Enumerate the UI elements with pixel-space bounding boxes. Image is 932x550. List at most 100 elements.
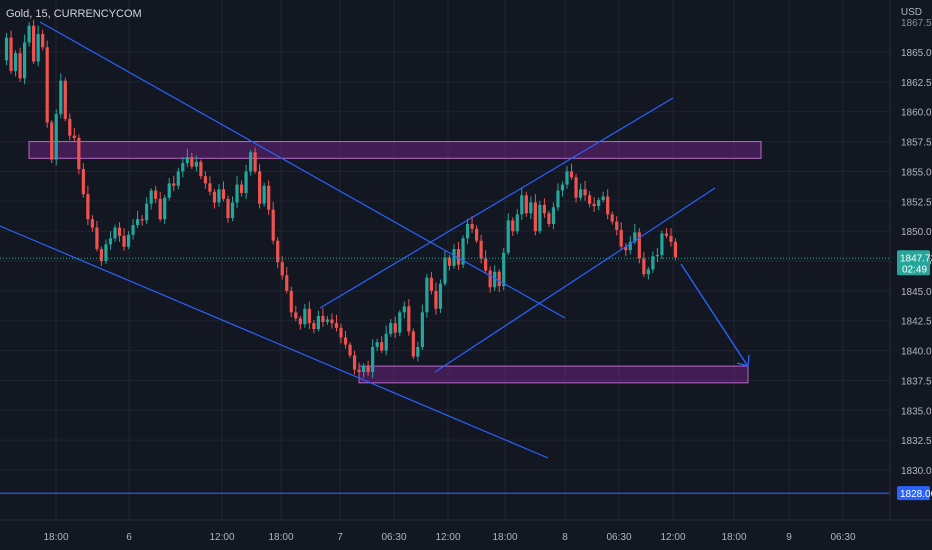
candle-body [660,233,664,256]
candle-body [348,344,352,356]
time-tick-label: 06:30 [606,532,631,543]
candle-body [610,214,614,222]
price-tick-label: 1832.50 [901,436,932,447]
candle-body [185,157,189,164]
candle-body [149,190,153,204]
candle-body [624,246,628,251]
candle-body [50,122,54,160]
candle-body [95,227,99,250]
candle-body [9,37,13,72]
candle-body [389,323,393,334]
candle-body [108,238,113,245]
candle-body [126,234,131,247]
candle-body [289,290,293,313]
candle-body [194,161,198,167]
candle-body [547,213,551,224]
candle-body [438,283,443,309]
candle-body [312,323,316,330]
zones [28,141,762,384]
candle-body [239,184,244,193]
candle-body [425,277,429,313]
candle-body [18,53,22,79]
candle-body [484,258,488,271]
candle-body [122,235,126,247]
candle-body [664,233,669,236]
candle-body [321,315,325,322]
candle-body [515,214,519,232]
candle-body [551,207,556,224]
candle-body [226,198,230,219]
candle-body [488,270,492,288]
candle-body [13,53,18,72]
candle-body [565,171,569,185]
current-price-label: 1847.73 [900,253,932,264]
price-tick-label: 1862.50 [901,78,932,89]
candle-body [4,37,9,61]
price-tick-label: 1850.00 [901,227,932,238]
time-tick-label: 18:00 [43,532,68,543]
candle-body [506,220,510,253]
candle-body [298,318,302,325]
candle-body [41,34,45,48]
countdown-label: 02:49 [902,264,927,275]
price-axis[interactable]: 1867.50 1865.00 1862.50 1860.00 1857.50 1855.… [889,0,932,520]
candle-body [524,195,528,214]
candle-body [475,228,479,241]
candle-body [420,312,424,347]
candle-body [597,200,601,207]
candle-body [36,34,40,62]
time-tick-label: 12:00 [209,532,234,543]
candle-body [86,194,90,220]
candle-body [529,202,533,214]
price-tick-label: 1842.50 [901,317,932,328]
candle-body [470,223,474,229]
candle-body [560,184,565,191]
candle-body [452,249,456,266]
candle-body [642,258,646,275]
time-axis[interactable]: 18:00 6 12:00 18:00 7 06:30 12:00 18:00 8 06:30 12… [0,519,932,543]
candle-body [117,227,122,236]
candle-body [357,369,361,373]
candles [4,19,678,379]
candle-body [217,189,221,203]
candle-body [208,183,212,192]
horizontal-line-price-label: 1828.06 [900,489,932,500]
candle-body [583,189,587,196]
candle-body [384,333,388,351]
candle-body [461,238,465,265]
candle-body [493,271,497,288]
candle-body [176,171,180,186]
projection-arrow-head [736,354,750,367]
candle-body [131,225,135,235]
candle-body [81,169,85,195]
candle-body [181,163,185,172]
horizontal-line-badge [897,486,930,501]
candle-body [235,184,239,203]
downtrend-channel-lower [0,225,549,459]
time-tick-label: 12:00 [660,532,685,543]
candle-body [77,137,81,170]
candle-body [673,241,678,258]
candle-body [569,171,574,178]
candle-body [588,195,592,204]
candle-body [398,312,402,333]
uptrend-channel-lower [434,187,716,373]
candle-body [393,323,397,333]
candle-body [375,342,379,347]
candle-body [592,203,596,207]
candle-body [294,312,298,319]
candle-body [538,204,542,232]
candle-body [402,306,406,313]
candle-body [68,118,72,136]
candle-body [221,189,226,199]
candle-body [104,244,108,261]
candle-body [23,42,27,79]
candle-body [136,219,140,226]
candle-body [497,271,501,287]
time-tick-label: 8 [562,532,568,543]
candle-body [655,255,659,257]
candle-body [307,308,311,324]
candle-body [407,306,411,332]
candle-body [371,346,375,373]
